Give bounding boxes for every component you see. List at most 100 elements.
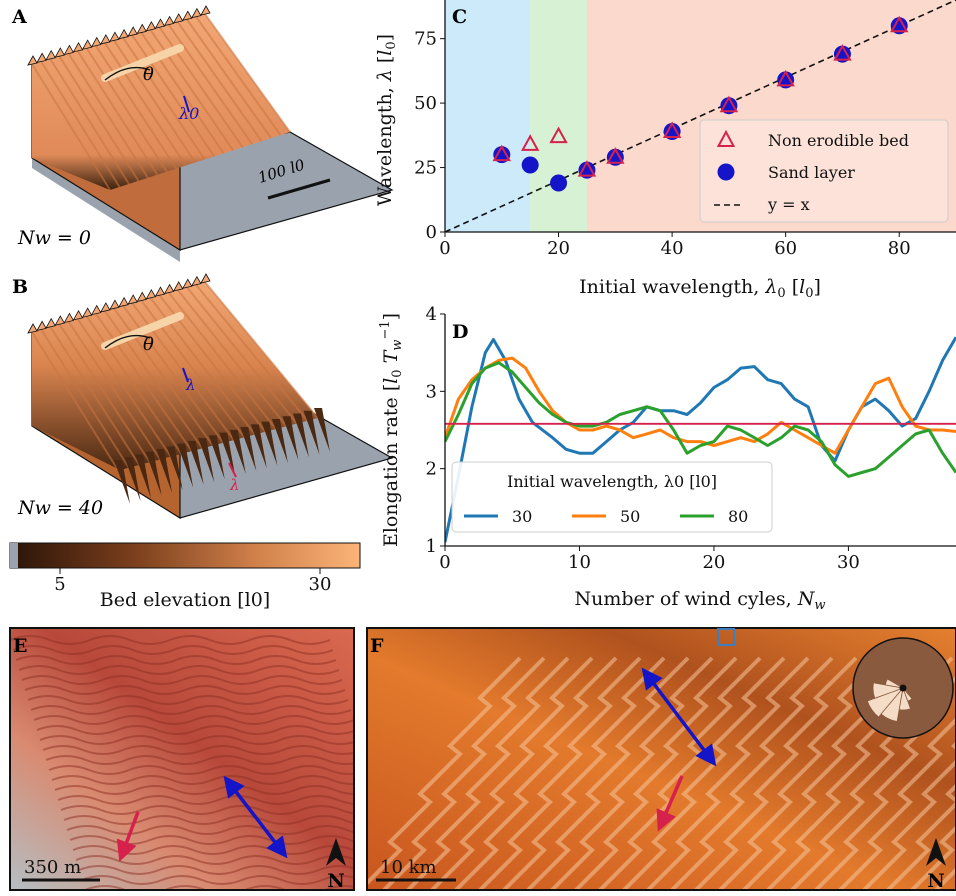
ridge-crest	[127, 26, 138, 37]
ridge-crest	[27, 55, 38, 66]
ridge-line	[104, 42, 187, 167]
dune-finger	[250, 424, 267, 469]
panel-c-xlabel: Initial wavelength, λ0 [l0]	[579, 276, 821, 301]
ridge-crest	[72, 310, 84, 321]
panel-e-label: E	[13, 635, 27, 657]
ridge-crest	[145, 288, 156, 300]
wind-rose-wedge	[880, 686, 904, 722]
panel-b-lambda-blue: λ	[185, 376, 196, 394]
ridge-line	[167, 291, 277, 430]
panel-c-nonerodible-point	[577, 160, 597, 177]
panel-d-ytick-label: 3	[426, 381, 437, 402]
panel-c-xtick-label: 80	[888, 238, 911, 259]
dune-crest	[45, 755, 354, 765]
ridge-line	[186, 286, 298, 425]
dune-crest	[454, 656, 618, 890]
dune-finger	[114, 460, 130, 504]
ridge-line	[58, 323, 151, 463]
panel-d: 0 10 20 30 1 2 3 4 D Initial wavelength, λ0 [l0…	[378, 304, 956, 613]
panel-d-xtick-label: 20	[702, 552, 725, 573]
panel-e-scalebar-label: 350 m	[24, 857, 81, 878]
panel-d-legend-title: Initial wavelength, λ0 [l0]	[507, 472, 717, 491]
dune-crest	[18, 665, 340, 675]
panel-e-sand-flux-arrow	[116, 811, 140, 862]
ridge-line	[31, 63, 111, 191]
panel-c-xtick-label: 60	[774, 238, 797, 259]
dune-crest	[42, 745, 354, 755]
panel-c: 0 20 40 60 80 0 25 50 75 C Non erodible bed Sand …	[374, 0, 956, 301]
dune-crest	[718, 656, 882, 890]
dune-crest	[48, 765, 354, 775]
panel-c-identity-line	[445, 0, 956, 232]
ridge-crest	[54, 47, 65, 58]
ridge-crest	[172, 13, 184, 24]
ridge-line	[76, 50, 159, 176]
panel-d-label: D	[452, 321, 468, 343]
dune-finger	[124, 457, 141, 502]
dune-finger	[303, 410, 320, 455]
panel-d-xtick-label: 10	[568, 552, 591, 573]
dune-crest	[78, 865, 354, 875]
legend-entry-label: Sand layer	[768, 163, 855, 182]
panel-c-region	[445, 0, 531, 232]
panel-d-ytick-label: 2	[426, 459, 437, 480]
ridge-crest	[163, 283, 175, 295]
ridge-line	[58, 55, 140, 182]
panel-e-dune-orientation-arrow	[223, 775, 288, 859]
panel-b-finger-marker	[228, 462, 237, 478]
ridge-line	[49, 58, 130, 185]
dune-crest	[502, 656, 666, 890]
panel-c-plot	[445, 0, 956, 232]
dune-crest	[57, 795, 354, 805]
legend-entry-label: y = x	[767, 195, 810, 214]
legend-entry-label: Non erodible bed	[768, 131, 909, 150]
ridge-crest	[191, 7, 202, 19]
dune-finger	[314, 408, 330, 452]
panel-c-nonerodible-point	[520, 134, 540, 151]
colorbar-label: Bed elevation [l0]	[100, 589, 270, 611]
dune-crest	[33, 715, 354, 725]
dune-crest	[670, 656, 834, 890]
dune-crest	[15, 655, 337, 665]
panel-c-sand-point	[606, 148, 624, 166]
dune-crest	[24, 685, 346, 695]
dune-crest	[478, 656, 642, 890]
dune-crest	[21, 675, 343, 685]
panel-d-series-line	[445, 361, 956, 478]
ridge-crest	[36, 320, 47, 331]
dune-finger	[229, 429, 246, 474]
panel-c-sand-point	[493, 146, 511, 164]
ridge-line	[76, 318, 172, 457]
panel-c-axes: 0 20 40 60 80 0 25 50 75	[414, 0, 956, 259]
wind-rose-wedge	[866, 687, 905, 718]
dune-finger	[135, 454, 152, 499]
colorbar-tick-label-30: 30	[309, 574, 332, 595]
panel-c-nonerodible-point	[776, 69, 795, 87]
ridge-line	[85, 315, 182, 455]
panel-c-legend: Non erodible bed Sand layer y = x	[699, 119, 949, 223]
dune-finger	[166, 446, 183, 491]
panel-b-theta: θ	[143, 334, 154, 355]
colorbar: 5 30 Bed elevation [l0]	[9, 542, 361, 611]
panel-e: E 350 m N	[9, 627, 355, 892]
panel-c-nonerodible-point	[890, 15, 909, 33]
panel-c-nonerodible-point	[549, 126, 568, 144]
dune-crest	[406, 656, 570, 890]
panel-a-nw: Nw = 0	[17, 227, 91, 249]
panel-d-xlabel: Number of wind cyles, Nw	[575, 588, 826, 613]
dune-crest	[60, 805, 354, 815]
wind-rose-wedge	[902, 687, 913, 702]
dune-finger	[145, 451, 162, 496]
ridge-crest	[100, 302, 111, 313]
ridge-crest	[182, 278, 193, 289]
panel-d-ytick-label: 4	[426, 304, 437, 325]
dune-finger	[240, 427, 257, 472]
wind-rose-wedge	[884, 678, 904, 689]
ridge-crest	[172, 281, 184, 292]
panel-c-nonerodible-point	[492, 144, 511, 162]
dune-crest	[367, 656, 522, 886]
legend-sand-swatch	[717, 163, 735, 181]
dune-crest	[838, 717, 956, 890]
wind-rose-wedges	[866, 678, 913, 722]
panel-c-sand-point	[833, 45, 851, 63]
